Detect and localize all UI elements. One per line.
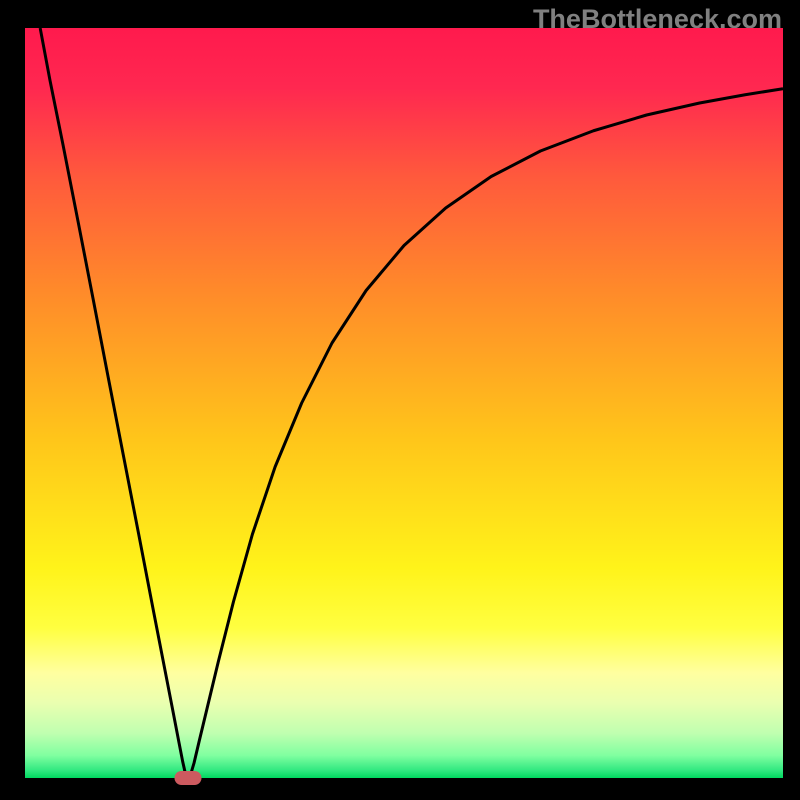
background-gradient bbox=[25, 28, 783, 778]
minimum-marker bbox=[174, 771, 201, 785]
chart-canvas: TheBottleneck.com bbox=[0, 0, 800, 800]
plot-frame bbox=[25, 28, 783, 778]
